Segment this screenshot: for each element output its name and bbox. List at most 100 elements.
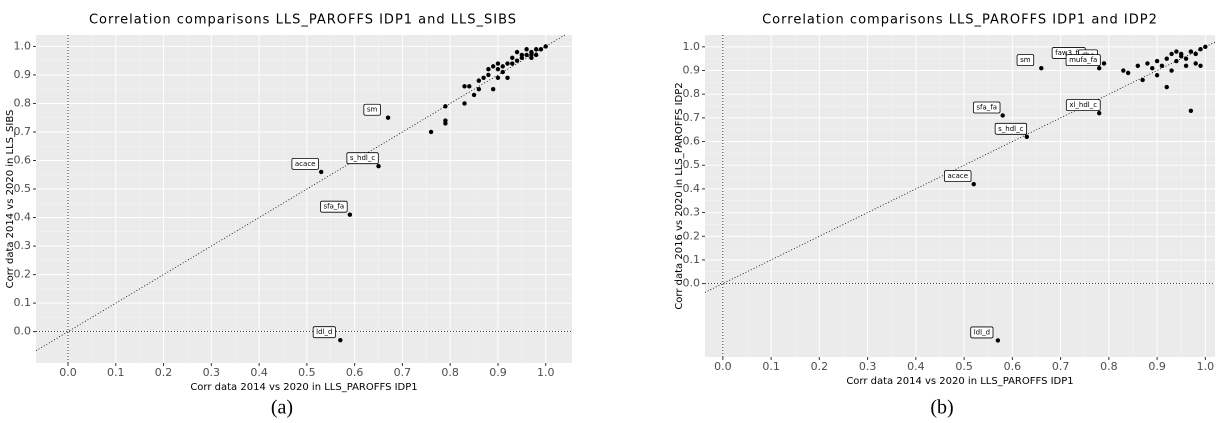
label-text: acace xyxy=(295,160,316,168)
point xyxy=(1097,110,1102,116)
chart-title: Correlation comparisons LLS_PAROFFS IDP1… xyxy=(89,13,517,28)
label-box xyxy=(363,103,381,116)
point xyxy=(1140,77,1145,83)
point xyxy=(1154,58,1160,64)
point xyxy=(495,67,501,72)
point-label: s_hdl_c xyxy=(346,152,379,165)
point-label: mufa_fa xyxy=(1065,54,1101,67)
point xyxy=(1164,84,1169,90)
point xyxy=(505,61,510,66)
y-tick-label: 0.9 xyxy=(683,64,701,77)
point-label: xl_hdl_c xyxy=(1065,99,1101,112)
point xyxy=(1169,68,1174,73)
point xyxy=(428,129,434,135)
x-tick-label: 0.7 xyxy=(394,366,412,379)
label-box xyxy=(972,101,1001,114)
point-label: ldl_d xyxy=(970,326,994,339)
y-tick-label: 0.7 xyxy=(683,111,701,124)
y-tick-label: 0.3 xyxy=(683,206,701,219)
label-text: s_hdl_c xyxy=(350,154,375,162)
caption: (a) xyxy=(271,397,293,419)
x-tick-label: 0.6 xyxy=(346,366,364,379)
label-text: acace xyxy=(947,172,968,180)
label-text: ldl_d xyxy=(974,328,990,336)
point xyxy=(1203,44,1208,50)
x-tick-label: 1.0 xyxy=(1197,360,1215,373)
x-tick-label: 0.4 xyxy=(907,360,925,373)
point xyxy=(1154,73,1160,78)
label-text: faw3_fa xyxy=(1055,49,1082,57)
identity-line xyxy=(35,34,566,352)
y-tick-label: 0.1 xyxy=(683,253,701,266)
point-label: sfa_fa xyxy=(320,200,348,213)
label-box xyxy=(320,200,348,213)
plot-background xyxy=(705,35,1215,357)
point xyxy=(467,84,472,89)
chart-title: Correlation comparisons LLS_PAROFFS IDP1… xyxy=(762,13,1158,28)
x-tick-label: 0.1 xyxy=(762,360,780,373)
point xyxy=(1145,61,1150,66)
point xyxy=(500,69,505,75)
y-tick-label: 1.0 xyxy=(14,39,32,52)
label-text: sfa_fa xyxy=(324,203,345,211)
label-text: s_hdl_c xyxy=(998,125,1023,133)
point xyxy=(443,104,448,109)
point-label: s_hdl_c xyxy=(994,122,1028,135)
label-text: sm xyxy=(1020,56,1031,64)
point xyxy=(462,101,467,106)
point xyxy=(1193,51,1198,57)
label-box xyxy=(312,326,336,339)
label-box xyxy=(1065,99,1101,112)
point xyxy=(495,61,501,66)
point xyxy=(500,64,505,69)
label-text: sm xyxy=(367,106,378,114)
label-text: ldl_d xyxy=(316,328,332,336)
point xyxy=(481,75,486,80)
point xyxy=(1183,63,1189,68)
point xyxy=(1188,108,1194,113)
point xyxy=(1135,63,1141,68)
point xyxy=(529,52,534,58)
point xyxy=(462,84,467,89)
label-box xyxy=(1065,54,1101,67)
y-tick-label: 0.2 xyxy=(14,268,32,281)
point xyxy=(1125,70,1131,76)
point-label: acace xyxy=(291,158,319,170)
point xyxy=(347,212,353,217)
y-tick-label: 0.0 xyxy=(14,325,32,338)
point xyxy=(538,47,544,52)
point xyxy=(514,58,520,63)
point xyxy=(543,44,548,49)
point xyxy=(443,118,448,123)
y-tick-label: 0.6 xyxy=(14,153,32,166)
point xyxy=(1097,65,1102,71)
label-text: xl_hdl_c xyxy=(1069,101,1097,109)
point xyxy=(1183,56,1189,61)
point xyxy=(471,92,477,98)
point xyxy=(1169,51,1174,57)
point xyxy=(1101,61,1107,66)
y-tick-label: 0.5 xyxy=(14,182,32,195)
y-axis-label: Corr data 2016 vs 2020 in LLS_PAROFFS ID… xyxy=(674,82,685,309)
point-label: sfa_fa xyxy=(972,101,1001,114)
caption: (b) xyxy=(930,397,953,419)
point xyxy=(1193,61,1198,66)
plot-background xyxy=(36,35,572,363)
y-tick-label: 0.4 xyxy=(683,182,701,195)
point xyxy=(505,75,510,80)
point-label: sm xyxy=(363,103,381,116)
y-tick-label: 0.4 xyxy=(14,211,32,224)
point xyxy=(1174,58,1179,64)
y-tick-label: 0.2 xyxy=(683,229,701,242)
x-axis-label: Corr data 2014 vs 2020 in LLS_PAROFFS ID… xyxy=(190,382,417,393)
point-label: ldl_d xyxy=(312,326,336,339)
x-tick-label: 0.7 xyxy=(1052,360,1070,373)
y-tick-label: 1.0 xyxy=(683,40,701,53)
point xyxy=(533,52,539,58)
point xyxy=(1174,49,1179,54)
point xyxy=(490,86,496,92)
x-axis-label: Corr data 2014 vs 2020 in LLS_PAROFFS ID… xyxy=(846,376,1073,387)
x-tick-label: 0.3 xyxy=(203,366,221,379)
point-label: acace xyxy=(944,170,972,183)
label-text: sfa_fa xyxy=(976,104,997,112)
